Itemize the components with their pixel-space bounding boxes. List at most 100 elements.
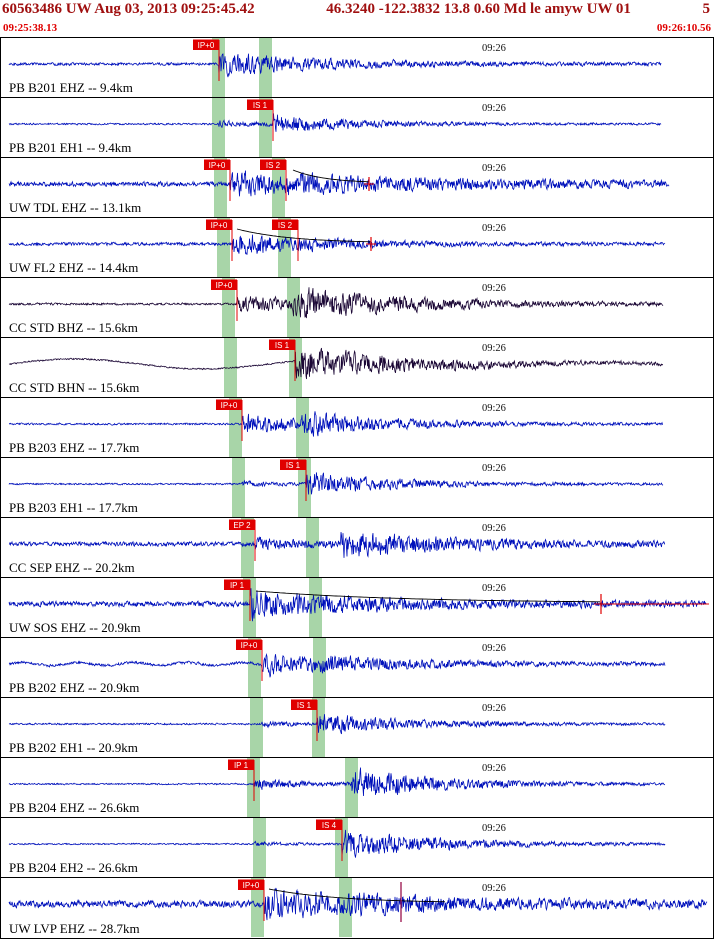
minute-tick-label: 09:26 — [482, 583, 506, 594]
trace-row[interactable]: IP+0 09:26 UW LVP EHZ -- 28.7km — [1, 878, 713, 938]
station-label: PB B204 EH2 -- 26.6km — [9, 860, 138, 875]
trace-row[interactable]: IP+0 09:26 PB B202 EHZ -- 20.9km — [1, 638, 713, 698]
s-window-band — [313, 638, 326, 697]
station-label: PB B202 EH1 -- 20.9km — [9, 740, 138, 755]
trace-plot: IP+0 09:26 — [8, 878, 708, 937]
station-label: CC STD BHZ -- 15.6km — [9, 320, 138, 335]
pick-flag[interactable]: IS 4 — [316, 819, 343, 862]
pick-flag[interactable]: IP 1 — [228, 759, 255, 802]
trace-plot: IP 1 09:26 — [8, 578, 709, 637]
pick-flag-box[interactable] — [236, 639, 262, 651]
pick-flag[interactable]: IP+0 — [211, 279, 238, 322]
window-end-time: 09:26:10.56 — [656, 22, 711, 34]
waveform — [8, 588, 707, 622]
trace-row[interactable]: IS 1 09:26 PB B202 EH1 -- 20.9km — [1, 698, 713, 758]
p-window-band — [250, 698, 263, 757]
event-pick-count: 5 — [702, 1, 711, 17]
pick-flag[interactable]: IS 1 — [291, 699, 318, 742]
p-window-band — [214, 158, 227, 217]
pick-flag[interactable]: IP+0 — [236, 639, 263, 682]
pick-flag-box[interactable] — [316, 819, 342, 831]
event-origin-info: 60563486 UW Aug 03, 2013 09:25:45.42 — [2, 1, 255, 17]
station-label: PB B203 EH1 -- 17.7km — [9, 500, 138, 515]
trace-plot: EP 2 09:26 — [8, 518, 666, 577]
minute-tick-label: 09:26 — [482, 43, 506, 54]
trace-row[interactable]: IS 1 09:26 PB B203 EH1 -- 17.7km — [1, 458, 713, 518]
station-label: CC STD BHN -- 15.6km — [9, 380, 140, 395]
trace-row[interactable]: IP+0 09:26 PB B203 EHZ -- 17.7km — [1, 398, 713, 458]
pick-flag-box[interactable] — [260, 159, 286, 171]
pick-flag-box[interactable] — [229, 519, 255, 531]
trace-row[interactable]: IP 1 09:26 PB B204 EHZ -- 26.6km — [1, 758, 713, 818]
trace-row[interactable]: IS 1 09:26 PB B201 EH1 -- 9.4km — [1, 98, 713, 158]
p-window-band — [222, 278, 235, 337]
pick-label: IP+0 — [241, 641, 258, 650]
trace-plot: IS 1 09:26 — [8, 98, 662, 157]
waveform — [8, 767, 666, 797]
pick-flag-box[interactable] — [216, 399, 242, 411]
pick-flag[interactable]: IP+0 — [238, 879, 265, 922]
station-label: PB B201 EH1 -- 9.4km — [9, 140, 132, 155]
trace-row[interactable]: IP+0 IS 2 09:26 UW TDL EHZ -- 13.1km — [1, 158, 713, 218]
pick-flag-box[interactable] — [269, 339, 295, 351]
pick-flag[interactable]: IP+0 — [204, 159, 231, 202]
minute-tick-label: 09:26 — [482, 703, 506, 714]
pick-flag-box[interactable] — [211, 279, 237, 291]
station-label: PB B202 EHZ -- 20.9km — [9, 680, 140, 695]
station-label: PB B201 EHZ -- 9.4km — [9, 80, 133, 95]
pick-flag-box[interactable] — [204, 159, 230, 171]
trace-row[interactable]: IP 1 09:26 UW SOS EHZ -- 20.9km — [1, 578, 713, 638]
minute-tick-label: 09:26 — [482, 403, 506, 414]
trace-row[interactable]: EP 2 09:26 CC SEP EHZ -- 20.2km — [1, 518, 713, 578]
trace-plot: IP+0 09:26 — [8, 278, 664, 337]
pick-label: IP+0 — [209, 161, 226, 170]
minute-tick-label: 09:26 — [482, 163, 506, 174]
pick-label: IS 2 — [266, 161, 281, 170]
trace-row[interactable]: IS 4 09:26 PB B204 EH2 -- 26.6km — [1, 818, 713, 878]
pick-flag-box[interactable] — [291, 699, 317, 711]
pick-flag-box[interactable] — [228, 759, 254, 771]
pick-flag[interactable]: IS 2 — [272, 219, 299, 262]
waveform — [8, 234, 666, 255]
pick-flag[interactable]: IS 1 — [247, 99, 274, 142]
p-window-band — [232, 458, 245, 517]
pick-flag-box[interactable] — [206, 219, 232, 231]
coda-decay-curve — [255, 590, 600, 603]
trace-plot: IS 1 09:26 — [8, 698, 666, 757]
trace-row[interactable]: IS 1 09:26 CC STD BHN -- 15.6km — [1, 338, 713, 398]
trace-plot: IS 1 09:26 — [8, 338, 664, 397]
trace-row[interactable]: IP+0 09:26 CC STD BHZ -- 15.6km — [1, 278, 713, 338]
pick-label: IP+0 — [211, 221, 228, 230]
pick-flag-box[interactable] — [280, 459, 306, 471]
trace-plot: IP+0 IS 2 09:26 — [8, 158, 670, 217]
pick-flag-box[interactable] — [238, 879, 264, 891]
minute-tick-label: 09:26 — [482, 523, 506, 534]
pick-label: EP 2 — [233, 521, 251, 530]
trace-plot: IS 4 09:26 — [8, 818, 666, 877]
p-window-band — [241, 518, 254, 577]
pick-label: IS 4 — [322, 821, 337, 830]
pick-flag-box[interactable] — [247, 99, 273, 111]
pick-flag[interactable]: IP+0 — [216, 399, 243, 442]
pick-flag[interactable]: IP 1 — [224, 579, 251, 622]
waveform — [8, 532, 666, 558]
minute-tick-label: 09:26 — [482, 223, 506, 234]
station-label: PB B203 EHZ -- 17.7km — [9, 440, 140, 455]
pick-flag[interactable]: IS 2 — [260, 159, 287, 202]
p-window-band — [251, 878, 264, 937]
p-window-band — [248, 638, 261, 697]
minute-tick-label: 09:26 — [482, 463, 506, 474]
trace-row[interactable]: IP+0 IS 2 09:26 UW FL2 EHZ -- 14.4km — [1, 218, 713, 278]
pick-flag[interactable]: IS 1 — [280, 459, 307, 502]
pick-flag[interactable]: IP+0 — [193, 39, 220, 82]
trace-plot: IP+0 09:26 — [8, 398, 663, 457]
pick-flag-box[interactable] — [224, 579, 250, 591]
trace-row[interactable]: IP+0 09:26 PB B201 EHZ -- 9.4km — [1, 38, 713, 98]
pick-flag-box[interactable] — [272, 219, 298, 231]
waveform — [8, 113, 662, 132]
pick-label: IP 1 — [234, 761, 249, 770]
pick-flag[interactable]: IP+0 — [206, 219, 233, 262]
pick-flag-box[interactable] — [193, 39, 219, 51]
pick-flag[interactable]: IS 1 — [269, 339, 296, 382]
pick-flag[interactable]: EP 2 — [229, 519, 256, 562]
